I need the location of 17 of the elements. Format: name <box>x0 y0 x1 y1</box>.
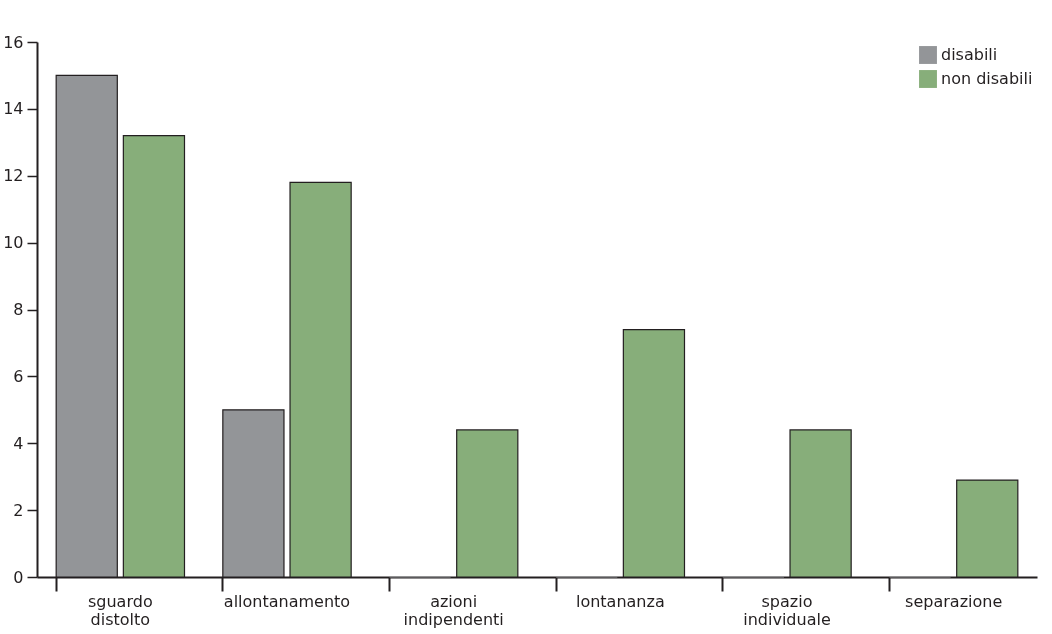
y-tick-label: 12 <box>3 166 24 186</box>
y-tick-label: 14 <box>3 99 24 119</box>
y-tick-label: 8 <box>13 300 24 319</box>
y-tick-label: 16 <box>3 32 24 52</box>
x-tick-label: allontanamento <box>223 591 351 611</box>
legend-label: disabili <box>941 45 998 64</box>
y-tick-label: 4 <box>13 433 24 453</box>
y-tick-label: 10 <box>3 233 24 253</box>
y-tick-label: 6 <box>13 366 24 386</box>
y-tick-label: 2 <box>13 500 24 520</box>
x-tick-label: separazione <box>905 591 1003 611</box>
x-tick-label: lontananza <box>575 591 665 611</box>
x-tick-label: azioni indipendenti <box>403 591 504 629</box>
legend-label: non disabili <box>941 69 1033 88</box>
y-tick-label: 0 <box>13 567 24 587</box>
x-tick-label: spazio individuale <box>743 591 831 629</box>
x-tick-label: sguardo distolto <box>87 591 153 629</box>
